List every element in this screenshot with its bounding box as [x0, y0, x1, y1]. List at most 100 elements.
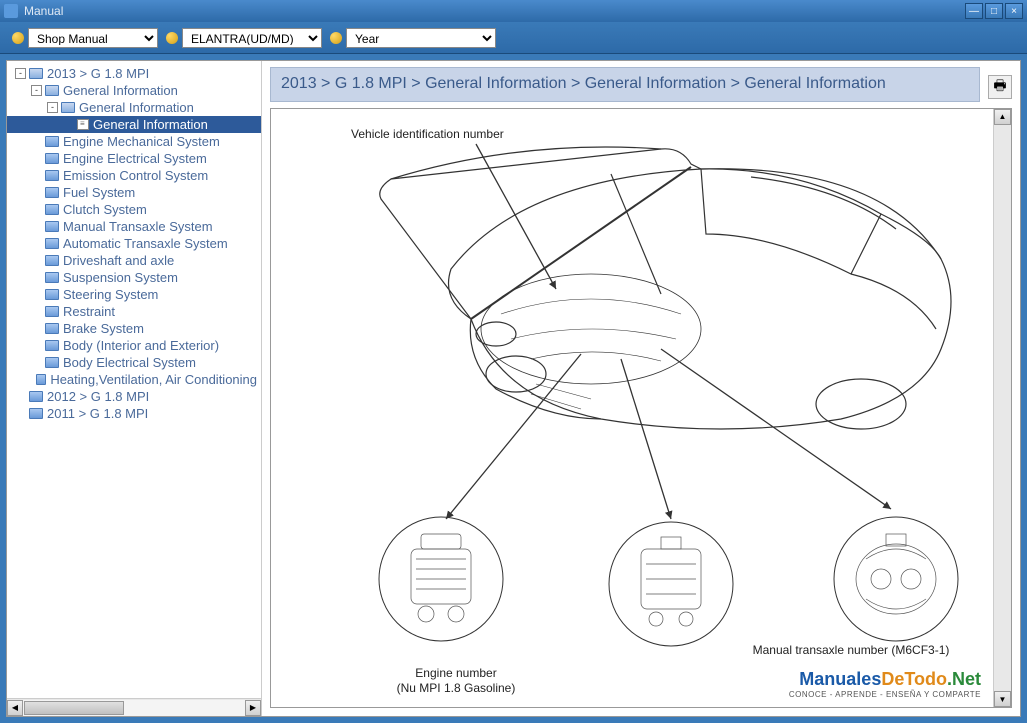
tree-item-label: General Information: [63, 83, 178, 98]
model-select[interactable]: ELANTRA(UD/MD): [182, 28, 322, 48]
folder-icon: [45, 221, 59, 232]
nav-tree[interactable]: -2013 > G 1.8 MPI-General Information-Ge…: [7, 61, 261, 698]
dropdown-year: Year: [330, 28, 496, 48]
tree-item[interactable]: - General Information: [7, 82, 261, 99]
tree-item[interactable]: Fuel System: [7, 184, 261, 201]
folder-icon: [29, 408, 43, 419]
bullet-icon: [12, 32, 24, 44]
bullet-icon: [330, 32, 342, 44]
tree-item-label: Heating,Ventilation, Air Conditioning: [50, 372, 257, 387]
tree-item[interactable]: Suspension System: [7, 269, 261, 286]
vehicle-illustration: [321, 119, 981, 679]
tree-item[interactable]: Engine Mechanical System: [7, 133, 261, 150]
scroll-down-button[interactable]: ▼: [994, 691, 1011, 707]
folder-icon: [45, 272, 59, 283]
folder-open-icon: [61, 102, 75, 113]
breadcrumb: 2013 > G 1.8 MPI > General Information >…: [270, 67, 980, 102]
tree-item[interactable]: Engine Electrical System: [7, 150, 261, 167]
tree-item[interactable]: - General Information: [7, 99, 261, 116]
tree-item[interactable]: 2011 > G 1.8 MPI: [7, 405, 261, 422]
expand-toggle[interactable]: -: [47, 102, 58, 113]
tree-item[interactable]: - 2013 > G 1.8 MPI: [7, 65, 261, 82]
tree-item-label: Fuel System: [63, 185, 135, 200]
tree-item[interactable]: Emission Control System: [7, 167, 261, 184]
folder-icon: [45, 289, 59, 300]
tree-item-label: Brake System: [63, 321, 144, 336]
tree-item[interactable]: Brake System: [7, 320, 261, 337]
tree-item[interactable]: Body Electrical System: [7, 354, 261, 371]
print-button[interactable]: 🖶: [988, 75, 1012, 99]
tree-item-label: Restraint: [63, 304, 115, 319]
scroll-up-button[interactable]: ▲: [994, 109, 1011, 125]
folder-open-icon: [45, 85, 59, 96]
folder-icon: [45, 136, 59, 147]
main-panel: 2013 > G 1.8 MPI > General Information >…: [262, 61, 1020, 716]
folder-icon: [45, 255, 59, 266]
expand-toggle[interactable]: -: [31, 85, 42, 96]
tree-item-label: Steering System: [63, 287, 158, 302]
window-title: Manual: [24, 4, 965, 18]
tree-item-label: Driveshaft and axle: [63, 253, 174, 268]
tree-item[interactable]: Body (Interior and Exterior): [7, 337, 261, 354]
folder-icon: [45, 187, 59, 198]
folder-icon: [45, 170, 59, 181]
tree-item-label: General Information: [79, 100, 194, 115]
tree-item-label: Automatic Transaxle System: [63, 236, 228, 251]
breadcrumb-bar: 2013 > G 1.8 MPI > General Information >…: [262, 61, 1020, 108]
content-area: -2013 > G 1.8 MPI-General Information-Ge…: [6, 60, 1021, 717]
manual-select[interactable]: Shop Manual: [28, 28, 158, 48]
toolbar: Shop Manual ELANTRA(UD/MD) Year: [0, 22, 1027, 54]
tree-item[interactable]: Automatic Transaxle System: [7, 235, 261, 252]
printer-icon: 🖶: [993, 75, 1006, 99]
document-viewport[interactable]: Vehicle identification number: [270, 108, 1012, 708]
bullet-icon: [166, 32, 178, 44]
tree-item-label: Engine Electrical System: [63, 151, 207, 166]
tree-item-label: Manual Transaxle System: [63, 219, 213, 234]
tree-item-label: 2013 > G 1.8 MPI: [47, 66, 149, 81]
tree-item[interactable]: 2012 > G 1.8 MPI: [7, 388, 261, 405]
folder-icon: [29, 391, 43, 402]
folder-icon: [36, 374, 47, 385]
scroll-track[interactable]: [994, 125, 1011, 691]
tree-item-label: Suspension System: [63, 270, 178, 285]
tree-item[interactable]: Driveshaft and axle: [7, 252, 261, 269]
v-scrollbar[interactable]: ▲ ▼: [993, 109, 1011, 707]
sidebar: -2013 > G 1.8 MPI-General Information-Ge…: [7, 61, 262, 716]
tree-item-label: General Information: [93, 117, 208, 132]
tree-item[interactable]: General Information: [7, 116, 261, 133]
dropdown-model: ELANTRA(UD/MD): [166, 28, 322, 48]
tree-item[interactable]: Clutch System: [7, 201, 261, 218]
close-button[interactable]: ×: [1005, 3, 1023, 19]
diagram: Vehicle identification number: [271, 109, 1011, 707]
folder-icon: [45, 340, 59, 351]
folder-icon: [45, 153, 59, 164]
label-engine: Engine number (Nu MPI 1.8 Gasoline): [381, 666, 531, 695]
maximize-button[interactable]: □: [985, 3, 1003, 19]
year-select[interactable]: Year: [346, 28, 496, 48]
tree-item[interactable]: Heating,Ventilation, Air Conditioning: [7, 371, 261, 388]
tree-item-label: Engine Mechanical System: [63, 134, 220, 149]
scroll-track[interactable]: [23, 700, 245, 716]
expand-toggle[interactable]: -: [15, 68, 26, 79]
tree-item[interactable]: Restraint: [7, 303, 261, 320]
watermark: ManualesDeTodo.Net CONOCE - APRENDE - EN…: [789, 669, 981, 699]
window-controls: — □ ×: [965, 3, 1023, 19]
scroll-thumb[interactable]: [24, 701, 124, 715]
scroll-left-button[interactable]: ◀: [7, 700, 23, 716]
h-scrollbar[interactable]: ◀ ▶: [7, 698, 261, 716]
tree-item-label: Body (Interior and Exterior): [63, 338, 219, 353]
document-icon: [77, 119, 89, 130]
tree-item-label: Emission Control System: [63, 168, 208, 183]
folder-icon: [45, 323, 59, 334]
app-icon: [4, 4, 18, 18]
titlebar[interactable]: Manual — □ ×: [0, 0, 1027, 22]
label-transaxle: Manual transaxle number (M6CF3-1): [741, 643, 961, 657]
folder-icon: [45, 238, 59, 249]
tree-item-label: Body Electrical System: [63, 355, 196, 370]
tree-item[interactable]: Steering System: [7, 286, 261, 303]
minimize-button[interactable]: —: [965, 3, 983, 19]
scroll-right-button[interactable]: ▶: [245, 700, 261, 716]
tree-item[interactable]: Manual Transaxle System: [7, 218, 261, 235]
folder-icon: [45, 357, 59, 368]
tree-item-label: 2011 > G 1.8 MPI: [47, 406, 148, 421]
